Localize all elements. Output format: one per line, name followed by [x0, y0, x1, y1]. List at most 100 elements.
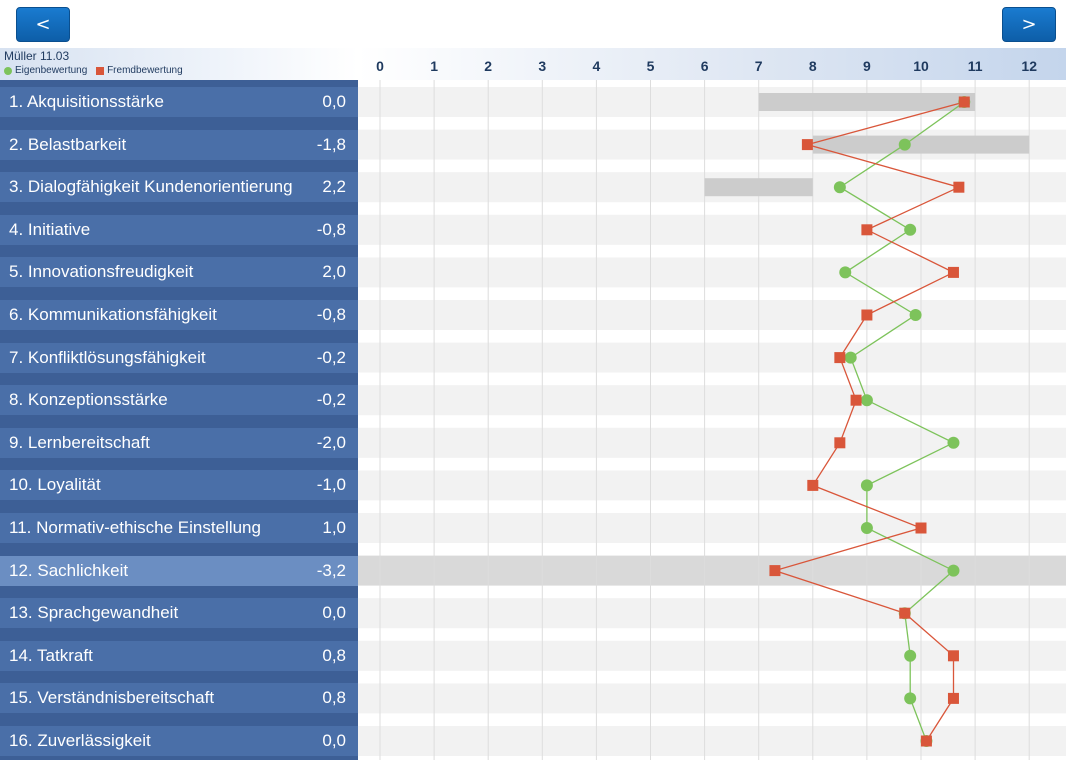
- self-rating-point: [909, 309, 922, 321]
- criterion-difference: 2,0: [322, 262, 346, 282]
- criterion-label: 10. Loyalität: [9, 475, 101, 495]
- external-rating-point: [915, 522, 927, 534]
- criterion-row[interactable]: 4. Initiative -0,8: [0, 214, 358, 245]
- row-band: [358, 555, 1066, 586]
- criterion-row[interactable]: 15. Verständnisbereitschaft 0,8: [0, 683, 358, 714]
- row-band: [358, 598, 1066, 629]
- red-square-icon: [96, 66, 105, 75]
- criterion-difference: 2,2: [322, 177, 346, 197]
- chart-header: Müller 11.03 Eigenbewertung Fremdbewertu…: [0, 48, 358, 80]
- self-rating-point: [904, 692, 917, 705]
- external-rating-point: [834, 352, 846, 364]
- row-band: [358, 214, 1066, 245]
- legend-item-other: Fremdbewertung: [96, 65, 183, 76]
- external-rating-point: [861, 309, 873, 321]
- criterion-row[interactable]: 16. Zuverlässigkeit 0,0: [0, 726, 358, 756]
- legend-self-label: Eigenbewertung: [15, 65, 88, 76]
- criterion-difference: -3,2: [316, 560, 346, 580]
- criterion-difference: 0,0: [322, 731, 346, 750]
- criterion-row[interactable]: 5. Innovationsfreudigkeit 2,0: [0, 257, 358, 288]
- external-rating-point: [920, 735, 932, 747]
- x-tick-label: 10: [913, 58, 929, 74]
- criterion-difference: -1,0: [316, 475, 346, 495]
- criterion-row[interactable]: 8. Konzeptionsstärke -0,2: [0, 385, 358, 416]
- row-band: [358, 300, 1066, 330]
- x-axis-header: 0 1 2 3 4 5 6 7 8 9 10 11 12: [358, 48, 1066, 80]
- x-axis: 0 1 2 3 4 5 6 7 8 9 10 11 12: [376, 58, 1037, 74]
- previous-button[interactable]: <: [16, 7, 70, 42]
- self-rating-point: [947, 564, 960, 577]
- range-bar: [758, 93, 976, 111]
- external-rating-point: [947, 692, 959, 704]
- criterion-difference: 0,0: [322, 92, 346, 111]
- criterion-row[interactable]: 10. Loyalität -1,0: [0, 470, 358, 501]
- self-rating-point: [844, 351, 857, 364]
- criterion-label: 12. Sachlichkeit: [9, 560, 129, 580]
- self-rating-point: [898, 138, 911, 151]
- criterion-label: 13. Sprachgewandheit: [9, 603, 179, 623]
- self-rating-point: [839, 266, 852, 279]
- criterion-label: 8. Konzeptionsstärke: [9, 390, 168, 410]
- row-band: [358, 640, 1066, 671]
- series-line-other: [772, 101, 965, 742]
- x-tick-label: 8: [809, 58, 817, 74]
- criterion-row[interactable]: 9. Lernbereitschaft -2,0: [0, 427, 358, 458]
- range-bar: [812, 135, 1030, 154]
- x-tick-label: 0: [376, 58, 384, 74]
- row-band: [358, 470, 1066, 501]
- x-tick-label: 12: [1021, 58, 1037, 74]
- series-line-self: [838, 101, 965, 742]
- external-rating-point: [958, 96, 970, 108]
- self-rating-point: [860, 522, 873, 534]
- criterion-difference: -0,8: [316, 219, 346, 239]
- x-tick-label: 1: [430, 58, 438, 74]
- range-bar: [704, 178, 813, 197]
- criterion-difference: 0,8: [322, 688, 346, 708]
- criterion-label: 4. Initiative: [9, 219, 91, 239]
- row-band: [358, 385, 1066, 416]
- criterion-label: 14. Tatkraft: [9, 645, 93, 665]
- self-rating-point: [860, 394, 873, 407]
- row-band: [358, 257, 1066, 288]
- green-circle-icon: [4, 66, 12, 75]
- row-band: [358, 342, 1066, 373]
- criterion-row[interactable]: 13. Sprachgewandheit 0,0: [0, 598, 358, 629]
- legend-item-self: Eigenbewertung: [4, 65, 87, 76]
- criterion-row[interactable]: 1. Akquisitionsstärke 0,0: [0, 87, 358, 117]
- criterion-row[interactable]: 11. Normativ-ethische Einstellung 1,0: [0, 513, 358, 543]
- criterion-row[interactable]: 7. Konfliktlösungsfähigkeit -0,2: [0, 342, 358, 373]
- row-band: [358, 683, 1066, 714]
- criterion-row[interactable]: 12. Sachlichkeit -3,2: [0, 555, 358, 586]
- criterion-difference: -0,2: [316, 347, 346, 367]
- legend: Eigenbewertung Fremdbewertung: [4, 65, 189, 78]
- external-rating-point: [947, 266, 959, 278]
- criterion-difference: -2,0: [316, 432, 346, 452]
- criterion-label: 6. Kommunikationsfähigkeit: [9, 305, 217, 324]
- criterion-row[interactable]: 3. Dialogfähigkeit Kundenorientierung 2,2: [0, 172, 358, 203]
- criterion-row[interactable]: 14. Tatkraft 0,8: [0, 640, 358, 671]
- external-rating-point: [947, 650, 959, 662]
- criterion-label: 1. Akquisitionsstärke: [9, 92, 164, 111]
- criterion-row[interactable]: 6. Kommunikationsfähigkeit -0,8: [0, 300, 358, 330]
- external-rating-point: [861, 224, 873, 236]
- row-band: [358, 427, 1066, 458]
- self-rating-point: [947, 436, 960, 449]
- x-tick-label: 6: [701, 58, 709, 74]
- x-tick-label: 5: [647, 58, 655, 74]
- self-rating-point: [860, 479, 873, 492]
- criterion-row[interactable]: 2. Belastbarkeit -1,8: [0, 129, 358, 160]
- external-rating-point: [953, 181, 965, 193]
- legend-other-label: Fremdbewertung: [107, 65, 183, 76]
- criterion-label: 15. Verständnisbereitschaft: [9, 688, 215, 708]
- criterion-difference: -0,8: [316, 305, 346, 324]
- criterion-label: 2. Belastbarkeit: [9, 134, 127, 154]
- next-button[interactable]: >: [1002, 7, 1056, 42]
- external-rating-point: [807, 479, 819, 491]
- row-band: [358, 513, 1066, 543]
- person-title: Müller 11.03: [4, 49, 70, 63]
- criterion-label: 9. Lernbereitschaft: [9, 432, 150, 452]
- self-rating-point: [904, 649, 917, 662]
- x-tick-label: 11: [968, 58, 983, 74]
- criterion-difference: 0,0: [322, 603, 346, 623]
- self-rating-point: [833, 181, 846, 194]
